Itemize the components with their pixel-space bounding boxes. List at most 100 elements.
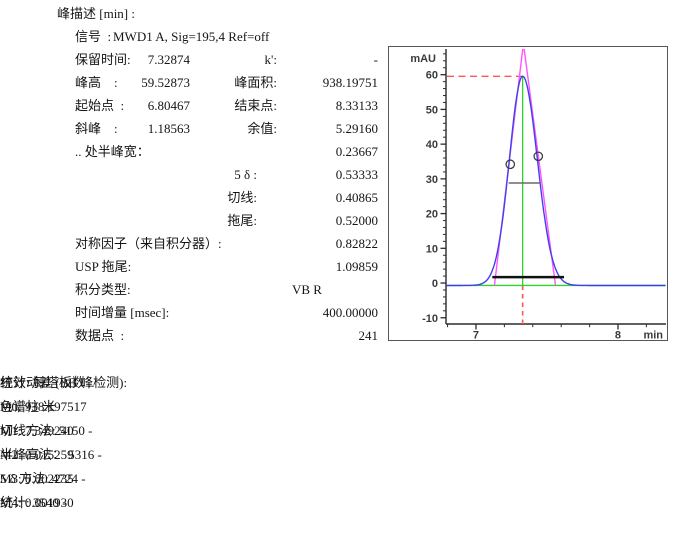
efficiency-title: 柱效: 每塔板数 ..	[0, 375, 95, 390]
peak-desc-row: 5 δ : 0.53333	[0, 163, 388, 186]
svg-text:60: 60	[426, 70, 438, 82]
field-value-right: 241	[358, 328, 379, 343]
moment-value: 0.015259	[24, 447, 74, 462]
field-value-right: 0.53333	[335, 167, 378, 182]
plate-count-value: 5316	[68, 447, 95, 462]
field-value-right: 0.40865	[335, 190, 378, 205]
field-value-right: 938.19751	[322, 75, 378, 90]
method-label: 半峰高法：	[0, 447, 66, 462]
moment-row: M3: 0.002235	[0, 467, 300, 491]
svg-text:50: 50	[426, 104, 438, 116]
field-label-mid: 拖尾:	[227, 213, 257, 228]
column-header-meter: 米	[42, 399, 56, 414]
peak-desc-row: 峰高 : 59.52873 峰面积: 938.19751	[0, 71, 388, 94]
per-meter-value: -	[88, 423, 93, 438]
field-value: 1.18563	[147, 121, 190, 136]
peak-desc-row: 积分类型: VB R	[0, 278, 388, 301]
field-label: USP 拖尾:	[75, 259, 132, 274]
field-label-mid: 切线:	[227, 190, 257, 205]
svg-text:8: 8	[615, 330, 621, 340]
field-value-right: 0.82822	[335, 236, 378, 251]
moment-label: M3:	[0, 471, 22, 486]
moment-value: 7.349240	[24, 423, 74, 438]
field-label: 保留时间:	[75, 52, 131, 67]
column-header-chromatographic-column: 色谱柱	[0, 399, 40, 414]
field-label: .. 处半峰宽：	[75, 144, 150, 159]
peak-desc-row: 斜峰 : 1.18563 余值: 5.29160	[0, 117, 388, 140]
per-meter-value: -	[81, 471, 86, 486]
peak-desc-row: 保留时间: 7.32874 k': -	[0, 48, 388, 71]
field-label-mid: 结束点:	[234, 98, 277, 113]
moment-row: M0: 938.197517	[0, 395, 300, 419]
chromatogram-chart: -10 0 10 20 30 40 50 60 7 8 mAU min	[388, 46, 668, 341]
moment-label: M4:	[0, 495, 22, 510]
field-value-right: -	[373, 52, 378, 67]
efficiency-row: 半峰高法： 5316 -	[0, 443, 692, 467]
field-label: 时间增量 [msec]:	[75, 305, 170, 320]
field-value-right: 0.52000	[335, 213, 378, 228]
field-value-right: 400.00000	[322, 305, 378, 320]
field-label: 峰高 :	[75, 75, 118, 90]
method-label: 统计:	[0, 495, 30, 510]
peak-desc-row: 对称因子（来自积分器）: 0.82822	[0, 232, 388, 255]
plate-count-value: 3540	[32, 495, 59, 510]
svg-text:40: 40	[426, 139, 438, 151]
svg-text:7: 7	[473, 330, 479, 340]
moment-label: M1:	[0, 423, 22, 438]
method-label: 切线方法:	[0, 423, 56, 438]
efficiency-row: 5 δ 方法: 4724 -	[0, 467, 692, 491]
field-label-mid: 余值:	[247, 121, 277, 136]
moment-row: M2: 0.015259	[0, 443, 300, 467]
efficiency-title-row: 柱效: 每塔板数 ..	[0, 371, 692, 395]
field-value-right: VB R	[292, 282, 322, 297]
signal-row: 信号 : MWD1 A, Sig=195,4 Ref=off	[0, 25, 388, 48]
field-label: 对称因子（来自积分器）:	[75, 236, 222, 251]
field-value: 59.52873	[141, 75, 190, 90]
statistics-title: 统计动差 (BB 峰检测):	[0, 375, 128, 390]
moment-value: 0.002235	[24, 471, 74, 486]
moment-label: M0:	[0, 399, 22, 414]
svg-text:min: min	[643, 330, 663, 340]
field-value: 6.80467	[147, 98, 190, 113]
per-meter-value: -	[62, 495, 67, 510]
peak-desc-row: .. 处半峰宽： 0.23667	[0, 140, 388, 163]
field-label: 斜峰 :	[75, 121, 118, 136]
peak-description-title: 峰描述 [min] :	[57, 6, 135, 21]
field-value-right: 5.29160	[335, 121, 378, 136]
field-label: 数据点 :	[75, 328, 125, 343]
peak-desc-row: 拖尾: 0.52000	[0, 209, 388, 232]
peak-description-block: 峰描述 [min] : 信号 : MWD1 A, Sig=195,4 Ref=o…	[0, 2, 388, 347]
efficiency-row: 切线方法: 5150 -	[0, 419, 692, 443]
moment-value: 0.001930	[24, 495, 74, 510]
peak-desc-row: 切线: 0.40865	[0, 186, 388, 209]
svg-text:30: 30	[426, 174, 438, 186]
moment-row: M1: 7.349240	[0, 419, 300, 443]
moment-row: M4: 0.001930	[0, 491, 300, 515]
peak-desc-row: USP 拖尾: 1.09859	[0, 255, 388, 278]
field-label: 起始点 :	[75, 98, 125, 113]
svg-text:0: 0	[432, 278, 438, 290]
field-label-mid: k':	[264, 52, 277, 67]
peak-desc-row: 起始点 : 6.80467 结束点: 8.33133	[0, 94, 388, 117]
field-value-right: 8.33133	[335, 98, 378, 113]
signal-label: 信号 :	[75, 29, 112, 44]
moment-value: 938.197517	[24, 399, 87, 414]
plate-count-value: 5150	[58, 423, 85, 438]
field-label-mid: 5 δ :	[234, 167, 257, 182]
statistics-block: 统计动差 (BB 峰检测): M0: 938.197517 M1: 7.3492…	[0, 371, 300, 515]
chromatogram-svg: -10 0 10 20 30 40 50 60 7 8 mAU min	[410, 49, 666, 340]
per-meter-value: -	[97, 447, 102, 462]
svg-text:-10: -10	[422, 313, 438, 325]
statistics-title-row: 统计动差 (BB 峰检测):	[0, 371, 300, 395]
field-label-mid: 峰面积:	[234, 75, 277, 90]
field-label: 积分类型:	[75, 282, 131, 297]
method-label: 5 δ 方法:	[0, 471, 49, 486]
plate-count-value: 4724	[52, 471, 78, 486]
field-value-right: 0.23667	[335, 144, 378, 159]
svg-text:20: 20	[426, 209, 438, 221]
efficiency-header-row: 色谱柱 米	[0, 395, 692, 419]
peak-desc-title-row: 峰描述 [min] :	[0, 2, 388, 25]
peak-desc-row: 时间增量 [msec]: 400.00000	[0, 301, 388, 324]
efficiency-row: 统计: 3540 -	[0, 491, 692, 515]
